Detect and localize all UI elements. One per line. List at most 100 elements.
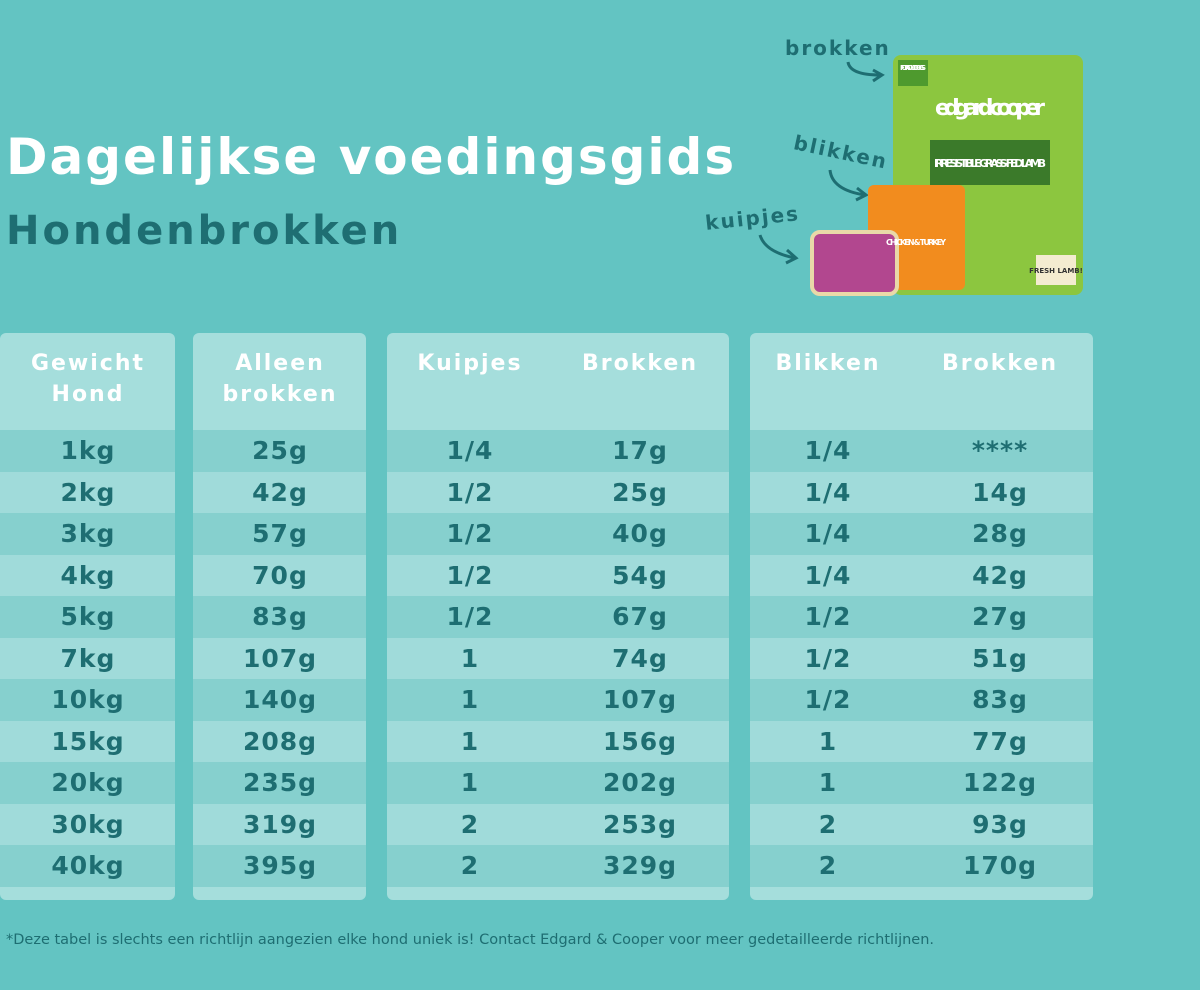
sticker [1036, 255, 1076, 285]
tray [810, 230, 899, 296]
row-stripe [0, 513, 175, 555]
product-illustration: FOR ADULT DOGS edgard cooper IRRESISTIBL… [758, 55, 1083, 296]
row-stripe [387, 471, 729, 514]
row-stripe [387, 430, 729, 472]
table-cell: 70g [252, 560, 308, 590]
subtitle: Hondenbrokken [6, 208, 403, 254]
table-cell: 1/4 [804, 519, 852, 548]
flavour-band [930, 140, 1050, 185]
table-cell: 1/2 [446, 602, 494, 631]
table-cell: 77g [972, 726, 1028, 756]
table-cell: 67g [612, 602, 668, 631]
row-stripe [0, 430, 175, 472]
row-stripe [193, 554, 366, 597]
table-cell: 14g [972, 477, 1028, 507]
row-stripe [193, 803, 366, 846]
row-stripe [0, 720, 175, 763]
table-cell: 107g [242, 643, 318, 673]
table-cell: 1/4 [804, 560, 852, 590]
table-cell: 1 [818, 726, 838, 756]
row-stripe [750, 679, 1093, 721]
row-stripe [193, 720, 366, 763]
table-cell: 28g [972, 519, 1028, 548]
table-cell: 83g [972, 685, 1028, 714]
table-cell: 17g [612, 436, 668, 465]
table-cell: 1 [460, 685, 480, 714]
table-cell: 1/4 [804, 436, 852, 465]
table-cell: 2 [460, 809, 480, 839]
table-cell: 42g [252, 477, 308, 507]
row-stripe [387, 679, 729, 721]
row-stripe [193, 637, 366, 680]
row-stripe [193, 845, 366, 887]
table-cell: 1 [818, 768, 838, 797]
table-cell: 1/2 [804, 602, 852, 631]
row-stripe [193, 762, 366, 804]
row-stripe [750, 720, 1093, 763]
label-brokken: brokken [785, 36, 891, 60]
row-stripe [0, 762, 175, 804]
table-cell: 42g [972, 560, 1028, 590]
table-cell: 83g [252, 602, 308, 631]
row-stripe [387, 845, 729, 887]
table-cell: 329g [602, 851, 678, 880]
can-flavour: CHICKEN & TURKEY [886, 238, 946, 247]
row-stripe [193, 679, 366, 721]
column-header: Brokken [942, 351, 1058, 376]
table-cell: 1/2 [446, 519, 494, 548]
table-cell: 15kg [51, 726, 125, 756]
badge-text: FOR ADULT DOGS [900, 64, 926, 72]
row-stripe [387, 637, 729, 680]
row-stripe [387, 762, 729, 804]
table-cell: 27g [972, 602, 1028, 631]
table-cell: 40kg [51, 851, 125, 880]
table-cell: 122g [962, 768, 1038, 797]
row-stripe [750, 471, 1093, 514]
table-cell: 1 [460, 768, 480, 797]
row-stripe [750, 596, 1093, 638]
column-header: Blikken [775, 351, 881, 376]
table-cell: **** [971, 436, 1029, 465]
table-cell: 25g [612, 477, 668, 507]
row-stripe [193, 513, 366, 555]
table-cell: 30kg [51, 809, 125, 839]
table-cell: 7kg [60, 643, 116, 673]
badge [898, 60, 928, 86]
table-cell: 1kg [60, 436, 116, 465]
table-cell: 395g [242, 851, 318, 880]
row-stripe [387, 720, 729, 763]
table-panel [193, 333, 366, 900]
table-cell: 51g [972, 643, 1028, 673]
table-cell: 156g [602, 726, 678, 756]
row-stripe [750, 554, 1093, 597]
table-cell: 74g [612, 643, 668, 673]
row-stripe [0, 679, 175, 721]
table-cell: 93g [972, 809, 1028, 839]
row-stripe [387, 596, 729, 638]
row-stripe [387, 554, 729, 597]
table-cell: 3kg [60, 519, 116, 548]
table-cell: 5kg [60, 602, 116, 631]
brand: edgard cooper [935, 96, 1045, 121]
table-cell: 4kg [60, 560, 116, 590]
table-panel [0, 333, 175, 900]
table-cell: 40g [612, 519, 668, 548]
table-cell: 107g [602, 685, 678, 714]
row-stripe [0, 803, 175, 846]
row-stripe [0, 845, 175, 887]
table-cell: 2 [818, 809, 838, 839]
row-stripe [0, 471, 175, 514]
table-cell: 1/2 [804, 643, 852, 673]
table-cell: 57g [252, 519, 308, 548]
table-panel [387, 333, 729, 900]
table-cell: 2 [818, 851, 838, 880]
table-cell: 319g [242, 809, 318, 839]
table-cell: 1/2 [446, 477, 494, 507]
table-cell: 10kg [51, 685, 125, 714]
row-stripe [0, 596, 175, 638]
table-cell: 170g [962, 851, 1038, 880]
row-stripe [750, 762, 1093, 804]
row-stripe [387, 803, 729, 846]
row-stripe [750, 845, 1093, 887]
row-stripe [750, 430, 1093, 472]
